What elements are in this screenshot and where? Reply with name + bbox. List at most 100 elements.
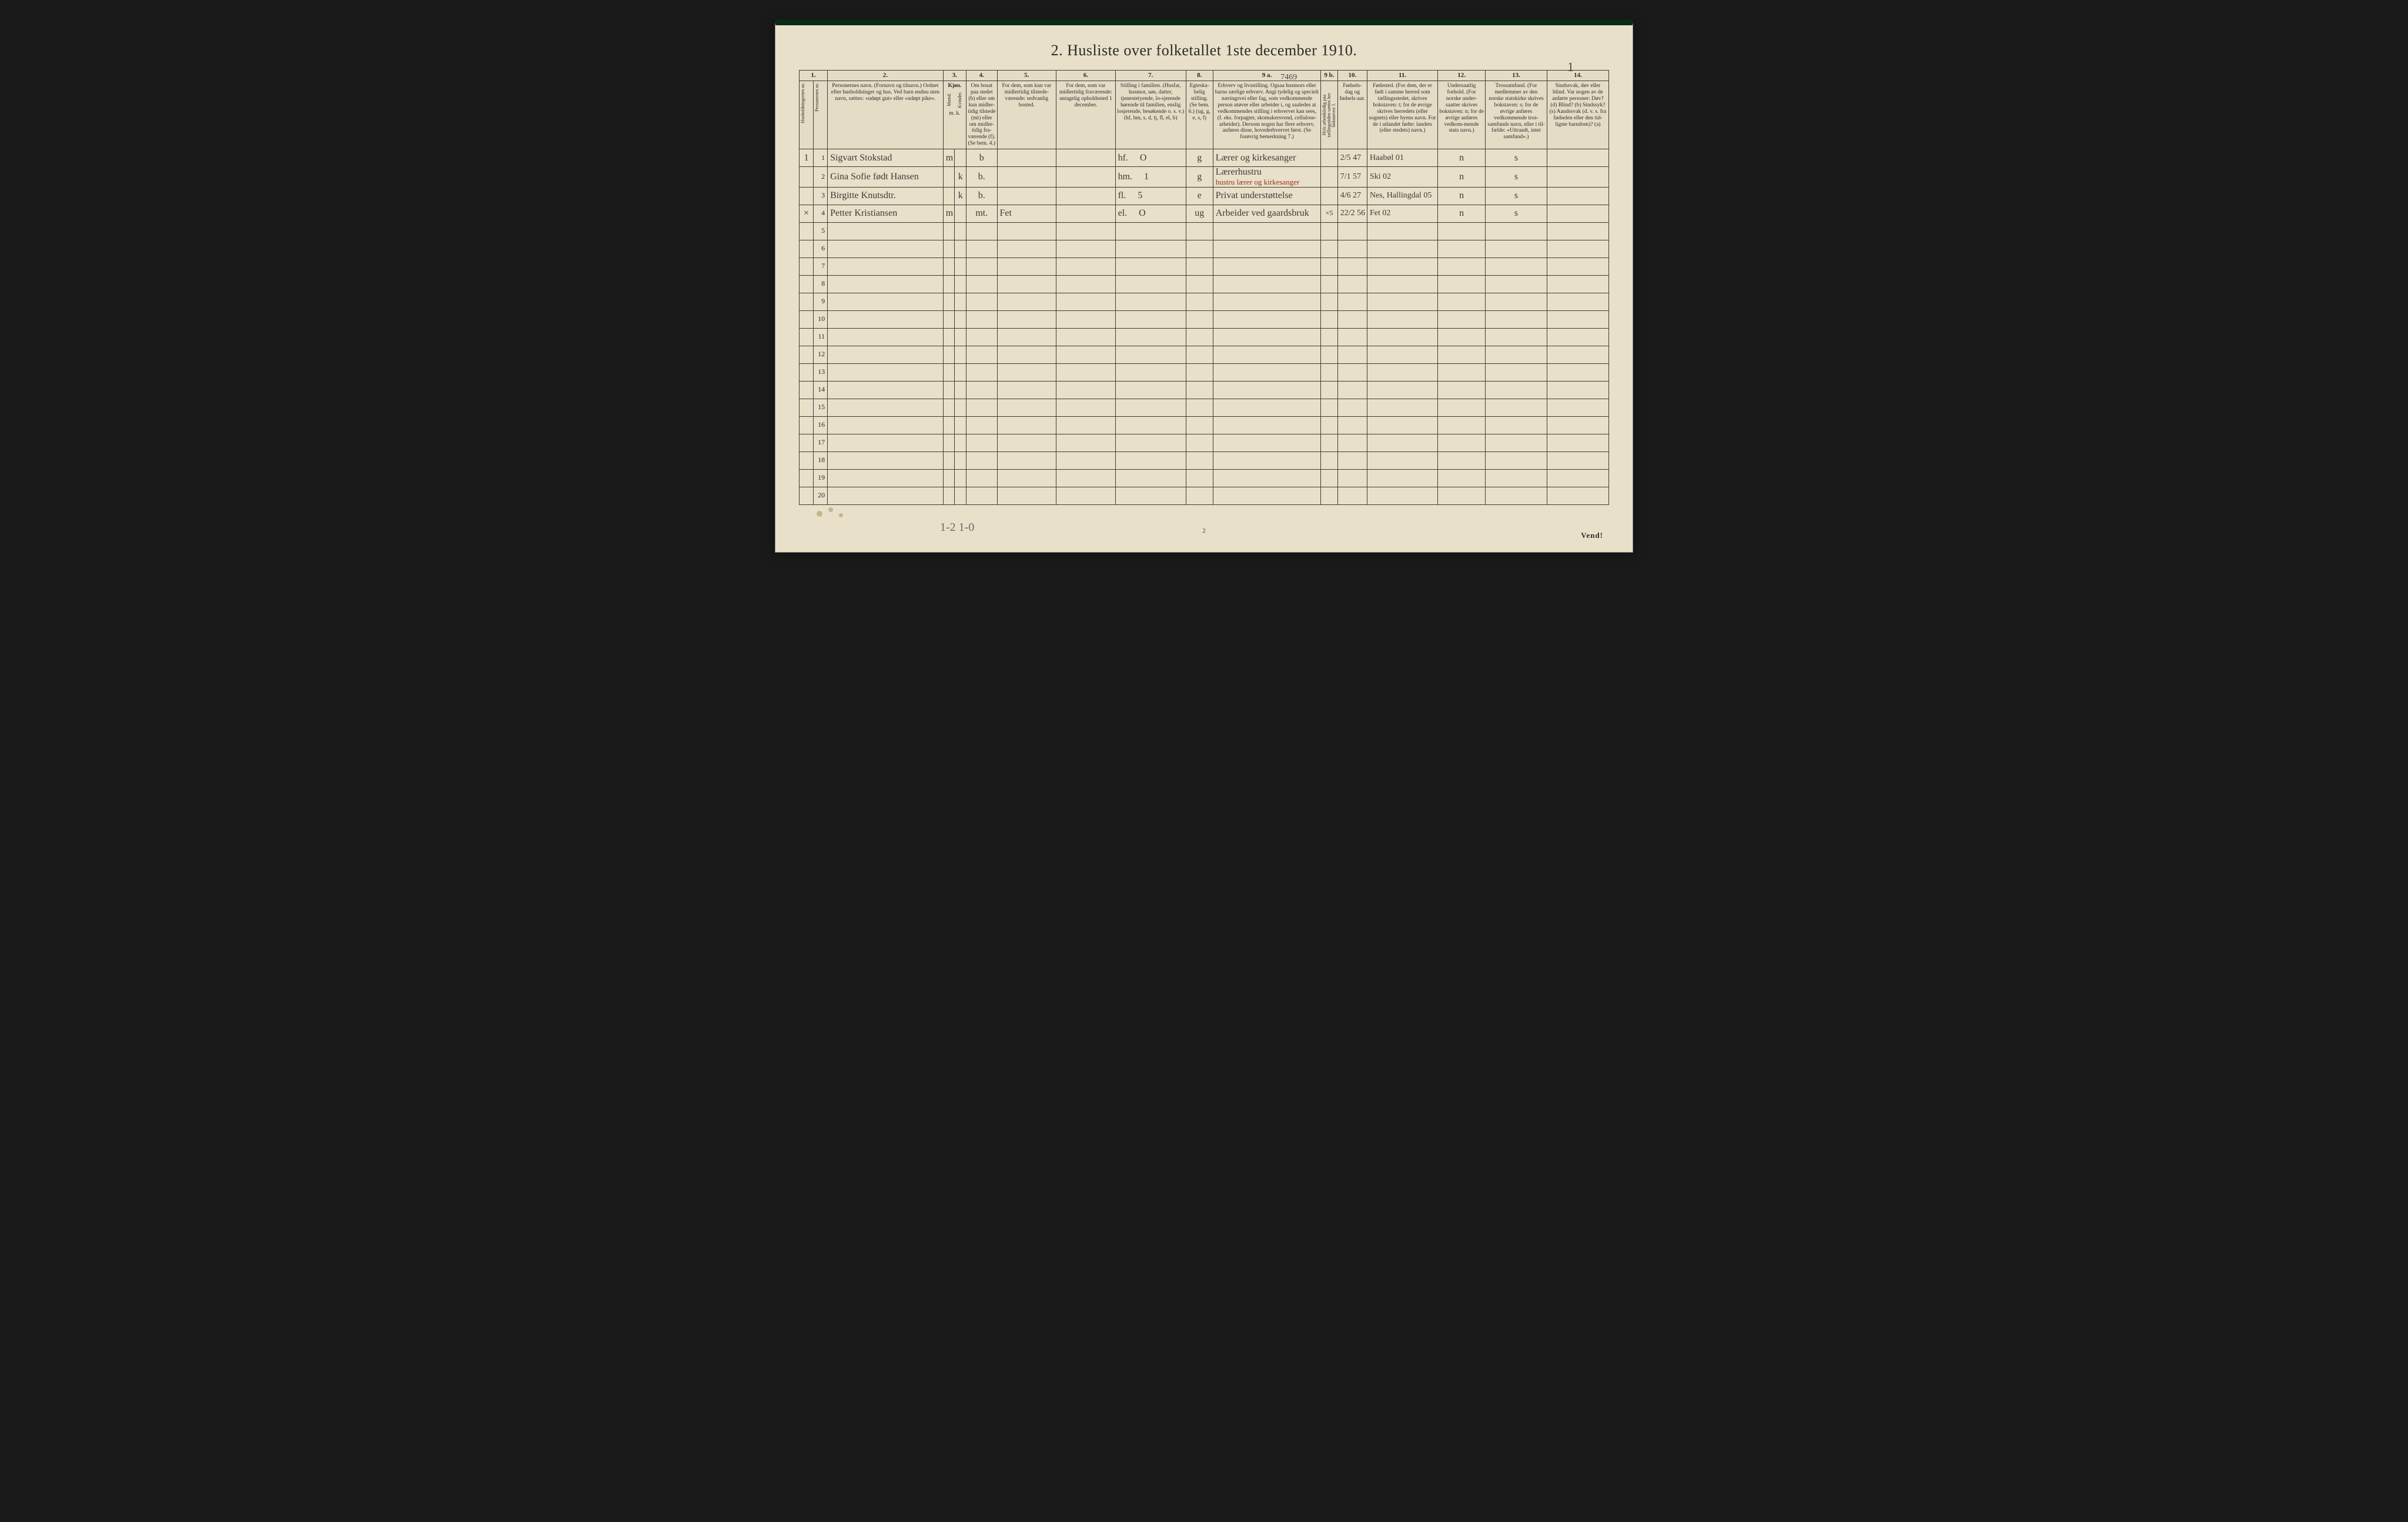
- cell-empty: [1367, 275, 1437, 293]
- cell-person-nr: 8: [814, 275, 828, 293]
- cell-empty: [966, 416, 997, 434]
- cell-empty: [997, 257, 1056, 275]
- cell-empty: [997, 222, 1056, 240]
- cell-empty: [1486, 416, 1547, 434]
- cell-person-nr: 13: [814, 363, 828, 381]
- cell-empty: [1367, 469, 1437, 487]
- cell-empty: [1321, 399, 1337, 416]
- cell-empty: [1321, 328, 1337, 346]
- cell-empty: [1115, 328, 1186, 346]
- cell-empty: [1438, 240, 1486, 257]
- table-body: 11Sigvart Stokstadmbhf.OgLærer og kirkes…: [800, 149, 1609, 504]
- cell-empty: [955, 257, 966, 275]
- cell-empty: [1115, 275, 1186, 293]
- table-row: 6: [800, 240, 1609, 257]
- cell-empty: [966, 310, 997, 328]
- header-person-nr: Personernes nr.: [814, 81, 828, 149]
- colnum-4: 4.: [966, 71, 997, 81]
- footer-annotation-left: 1-2 1-0: [940, 521, 974, 534]
- cell-empty: [955, 240, 966, 257]
- cell-empty: [1213, 416, 1321, 434]
- cell-empty: [828, 416, 944, 434]
- colnum-6: 6.: [1056, 71, 1116, 81]
- cell-person-nr: 3: [814, 187, 828, 205]
- cell-empty: [955, 487, 966, 504]
- cell-occupation: Privat understøttelse: [1213, 187, 1321, 205]
- table-row: 14: [800, 381, 1609, 399]
- cell-birthplace: Nes, Hallingdal 05: [1367, 187, 1437, 205]
- cell-household-nr: ×: [800, 205, 814, 222]
- cell-empty: [1115, 257, 1186, 275]
- cell-empty: [1486, 487, 1547, 504]
- cell-nationality: n: [1438, 205, 1486, 222]
- cell-person-nr: 17: [814, 434, 828, 451]
- cell-empty: [1213, 469, 1321, 487]
- cell-empty: [1547, 275, 1608, 293]
- cell-marital: ug: [1186, 205, 1213, 222]
- table-header: 1. 2. 3. 4. 5. 6. 7. 8. 9 a. 9 b. 10. 11…: [800, 71, 1609, 149]
- cell-empty: [1056, 434, 1116, 451]
- table-row: 2Gina Sofie født Hansenkb.hm.1gLærerhust…: [800, 167, 1609, 187]
- cell-empty: [1115, 346, 1186, 363]
- cell-empty: [966, 275, 997, 293]
- cell-empty: [828, 310, 944, 328]
- cell-empty: [1367, 399, 1437, 416]
- cell-empty: [1438, 257, 1486, 275]
- cell-marital: e: [1186, 187, 1213, 205]
- cell-empty: [1438, 346, 1486, 363]
- header-usual-residence: For dem, som kun var midlertidig tilsted…: [997, 81, 1056, 149]
- header-sex-m: Mænd.: [947, 92, 952, 108]
- cell-empty: [1186, 346, 1213, 363]
- cell-empty: [1186, 381, 1213, 399]
- cell-usual-residence: [997, 187, 1056, 205]
- cell-person-nr: 15: [814, 399, 828, 416]
- table-row: 18: [800, 451, 1609, 469]
- cell-empty: [943, 240, 955, 257]
- cell-religion: s: [1486, 187, 1547, 205]
- cell-household-nr: [800, 293, 814, 310]
- header-residence: Om bosat paa stedet (b) eller om kun mid…: [966, 81, 997, 149]
- cell-empty: [1213, 381, 1321, 399]
- cell-empty: [1486, 310, 1547, 328]
- cell-occupation: Arbeider ved gaardsbruk: [1213, 205, 1321, 222]
- cell-empty: [1186, 434, 1213, 451]
- cell-empty: [1321, 381, 1337, 399]
- cell-person-nr: 1: [814, 149, 828, 167]
- colnum-14: 14.: [1547, 71, 1608, 81]
- cell-empty: [1321, 434, 1337, 451]
- column-header-row: Husholdningernes nr. Personernes nr. Per…: [800, 81, 1609, 149]
- cell-empty: [1547, 416, 1608, 434]
- header-occupation: Erhverv og livsstilling. Ogsaa husmors e…: [1213, 81, 1321, 149]
- column-number-row: 1. 2. 3. 4. 5. 6. 7. 8. 9 a. 9 b. 10. 11…: [800, 71, 1609, 81]
- cell-empty: [966, 328, 997, 346]
- cell-empty: [1438, 416, 1486, 434]
- cell-empty: [1547, 363, 1608, 381]
- cell-empty: [997, 275, 1056, 293]
- cell-empty: [1486, 469, 1547, 487]
- cell-empty: [1367, 293, 1437, 310]
- cell-empty: [955, 293, 966, 310]
- table-row: 13: [800, 363, 1609, 381]
- cell-empty: [1115, 240, 1186, 257]
- cell-empty: [943, 222, 955, 240]
- cell-empty: [1186, 363, 1213, 381]
- cell-empty: [1438, 275, 1486, 293]
- cell-empty: [1321, 363, 1337, 381]
- cell-empty: [828, 381, 944, 399]
- cell-sex-m: [943, 167, 955, 187]
- cell-empty: [1547, 399, 1608, 416]
- cell-person-nr: 10: [814, 310, 828, 328]
- cell-family-position: el.O: [1115, 205, 1186, 222]
- cell-empty: [1186, 399, 1213, 416]
- cell-empty: [943, 275, 955, 293]
- table-row: 19: [800, 469, 1609, 487]
- table-row: 16: [800, 416, 1609, 434]
- cell-religion: s: [1486, 167, 1547, 187]
- cell-empty: [1321, 416, 1337, 434]
- cell-person-nr: 18: [814, 451, 828, 469]
- cell-empty: [1213, 275, 1321, 293]
- cell-empty: [1367, 363, 1437, 381]
- cell-empty: [943, 293, 955, 310]
- table-row: 5: [800, 222, 1609, 240]
- cell-empty: [1337, 434, 1367, 451]
